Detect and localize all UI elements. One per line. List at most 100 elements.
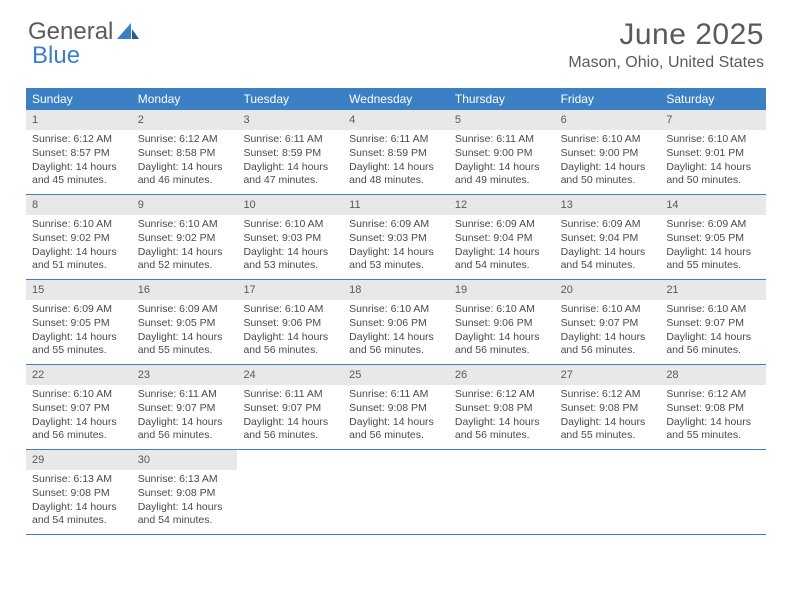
daylight-line: Daylight: 14 hours and 55 minutes. [666, 246, 760, 273]
daylight-line: Daylight: 14 hours and 56 minutes. [32, 416, 126, 443]
day-content: Sunrise: 6:10 AMSunset: 9:07 PMDaylight:… [555, 300, 661, 361]
day-cell: 3Sunrise: 6:11 AMSunset: 8:59 PMDaylight… [237, 110, 343, 194]
day-content: Sunrise: 6:10 AMSunset: 9:06 PMDaylight:… [343, 300, 449, 361]
sunset-line: Sunset: 9:05 PM [32, 317, 126, 331]
day-cell: 4Sunrise: 6:11 AMSunset: 8:59 PMDaylight… [343, 110, 449, 194]
daylight-line: Daylight: 14 hours and 55 minutes. [138, 331, 232, 358]
sunset-line: Sunset: 9:03 PM [349, 232, 443, 246]
day-content: Sunrise: 6:09 AMSunset: 9:04 PMDaylight:… [449, 215, 555, 276]
sunrise-line: Sunrise: 6:10 AM [138, 218, 232, 232]
sunrise-line: Sunrise: 6:12 AM [32, 133, 126, 147]
day-content: Sunrise: 6:10 AMSunset: 9:07 PMDaylight:… [660, 300, 766, 361]
sunrise-line: Sunrise: 6:12 AM [666, 388, 760, 402]
day-cell: 21Sunrise: 6:10 AMSunset: 9:07 PMDayligh… [660, 280, 766, 364]
daylight-line: Daylight: 14 hours and 46 minutes. [138, 161, 232, 188]
day-cell [449, 450, 555, 534]
day-cell: 9Sunrise: 6:10 AMSunset: 9:02 PMDaylight… [132, 195, 238, 279]
day-number: 20 [555, 280, 661, 300]
sunset-line: Sunset: 8:58 PM [138, 147, 232, 161]
daylight-line: Daylight: 14 hours and 54 minutes. [561, 246, 655, 273]
sunrise-line: Sunrise: 6:12 AM [138, 133, 232, 147]
daylight-line: Daylight: 14 hours and 52 minutes. [138, 246, 232, 273]
day-content: Sunrise: 6:11 AMSunset: 8:59 PMDaylight:… [343, 130, 449, 191]
day-content: Sunrise: 6:09 AMSunset: 9:04 PMDaylight:… [555, 215, 661, 276]
sunrise-line: Sunrise: 6:09 AM [561, 218, 655, 232]
day-content: Sunrise: 6:10 AMSunset: 9:06 PMDaylight:… [237, 300, 343, 361]
day-content: Sunrise: 6:09 AMSunset: 9:05 PMDaylight:… [26, 300, 132, 361]
daylight-line: Daylight: 14 hours and 56 minutes. [243, 416, 337, 443]
day-number: 14 [660, 195, 766, 215]
daylight-line: Daylight: 14 hours and 56 minutes. [455, 416, 549, 443]
day-content: Sunrise: 6:12 AMSunset: 9:08 PMDaylight:… [660, 385, 766, 446]
daylight-line: Daylight: 14 hours and 50 minutes. [666, 161, 760, 188]
day-header-sunday: Sunday [26, 88, 132, 110]
day-cell: 14Sunrise: 6:09 AMSunset: 9:05 PMDayligh… [660, 195, 766, 279]
sunrise-line: Sunrise: 6:12 AM [561, 388, 655, 402]
sunset-line: Sunset: 9:08 PM [32, 487, 126, 501]
day-number: 27 [555, 365, 661, 385]
sunset-line: Sunset: 9:00 PM [455, 147, 549, 161]
day-number: 6 [555, 110, 661, 130]
day-content: Sunrise: 6:12 AMSunset: 9:08 PMDaylight:… [555, 385, 661, 446]
sunrise-line: Sunrise: 6:09 AM [349, 218, 443, 232]
day-number: 29 [26, 450, 132, 470]
daylight-line: Daylight: 14 hours and 56 minutes. [349, 331, 443, 358]
daylight-line: Daylight: 14 hours and 54 minutes. [138, 501, 232, 528]
sunset-line: Sunset: 9:04 PM [455, 232, 549, 246]
day-cell: 18Sunrise: 6:10 AMSunset: 9:06 PMDayligh… [343, 280, 449, 364]
day-cell: 11Sunrise: 6:09 AMSunset: 9:03 PMDayligh… [343, 195, 449, 279]
day-content: Sunrise: 6:10 AMSunset: 9:03 PMDaylight:… [237, 215, 343, 276]
page-header: General June 2025 Mason, Ohio, United St… [0, 0, 792, 80]
sunset-line: Sunset: 9:07 PM [138, 402, 232, 416]
sunset-line: Sunset: 9:05 PM [138, 317, 232, 331]
day-number: 16 [132, 280, 238, 300]
sunset-line: Sunset: 8:59 PM [349, 147, 443, 161]
day-number: 12 [449, 195, 555, 215]
logo-sail-icon [117, 23, 139, 41]
day-content: Sunrise: 6:10 AMSunset: 9:02 PMDaylight:… [132, 215, 238, 276]
day-cell: 28Sunrise: 6:12 AMSunset: 9:08 PMDayligh… [660, 365, 766, 449]
daylight-line: Daylight: 14 hours and 56 minutes. [243, 331, 337, 358]
sunset-line: Sunset: 9:06 PM [243, 317, 337, 331]
day-content: Sunrise: 6:12 AMSunset: 8:58 PMDaylight:… [132, 130, 238, 191]
day-cell: 29Sunrise: 6:13 AMSunset: 9:08 PMDayligh… [26, 450, 132, 534]
day-number: 25 [343, 365, 449, 385]
daylight-line: Daylight: 14 hours and 56 minutes. [666, 331, 760, 358]
sunset-line: Sunset: 9:06 PM [455, 317, 549, 331]
day-cell: 26Sunrise: 6:12 AMSunset: 9:08 PMDayligh… [449, 365, 555, 449]
sunset-line: Sunset: 9:01 PM [666, 147, 760, 161]
day-content: Sunrise: 6:11 AMSunset: 8:59 PMDaylight:… [237, 130, 343, 191]
day-content: Sunrise: 6:09 AMSunset: 9:05 PMDaylight:… [132, 300, 238, 361]
sunset-line: Sunset: 8:59 PM [243, 147, 337, 161]
month-title: June 2025 [568, 18, 764, 52]
day-cell: 13Sunrise: 6:09 AMSunset: 9:04 PMDayligh… [555, 195, 661, 279]
daylight-line: Daylight: 14 hours and 56 minutes. [349, 416, 443, 443]
sunrise-line: Sunrise: 6:10 AM [349, 303, 443, 317]
daylight-line: Daylight: 14 hours and 54 minutes. [455, 246, 549, 273]
day-cell [237, 450, 343, 534]
day-cell: 10Sunrise: 6:10 AMSunset: 9:03 PMDayligh… [237, 195, 343, 279]
sunset-line: Sunset: 9:00 PM [561, 147, 655, 161]
week-row: 8Sunrise: 6:10 AMSunset: 9:02 PMDaylight… [26, 195, 766, 280]
day-cell: 5Sunrise: 6:11 AMSunset: 9:00 PMDaylight… [449, 110, 555, 194]
sunset-line: Sunset: 9:08 PM [666, 402, 760, 416]
sunrise-line: Sunrise: 6:13 AM [138, 473, 232, 487]
logo-line2: Blue [32, 42, 80, 70]
daylight-line: Daylight: 14 hours and 45 minutes. [32, 161, 126, 188]
day-number: 11 [343, 195, 449, 215]
day-cell: 22Sunrise: 6:10 AMSunset: 9:07 PMDayligh… [26, 365, 132, 449]
sunset-line: Sunset: 9:06 PM [349, 317, 443, 331]
sunrise-line: Sunrise: 6:11 AM [455, 133, 549, 147]
day-number: 19 [449, 280, 555, 300]
sunrise-line: Sunrise: 6:11 AM [243, 133, 337, 147]
day-number: 24 [237, 365, 343, 385]
day-content: Sunrise: 6:13 AMSunset: 9:08 PMDaylight:… [26, 470, 132, 531]
day-number: 8 [26, 195, 132, 215]
day-cell: 12Sunrise: 6:09 AMSunset: 9:04 PMDayligh… [449, 195, 555, 279]
day-cell [660, 450, 766, 534]
title-block: June 2025 Mason, Ohio, United States [568, 18, 764, 72]
day-cell [343, 450, 449, 534]
sunrise-line: Sunrise: 6:09 AM [32, 303, 126, 317]
day-cell: 1Sunrise: 6:12 AMSunset: 8:57 PMDaylight… [26, 110, 132, 194]
day-content: Sunrise: 6:10 AMSunset: 9:02 PMDaylight:… [26, 215, 132, 276]
